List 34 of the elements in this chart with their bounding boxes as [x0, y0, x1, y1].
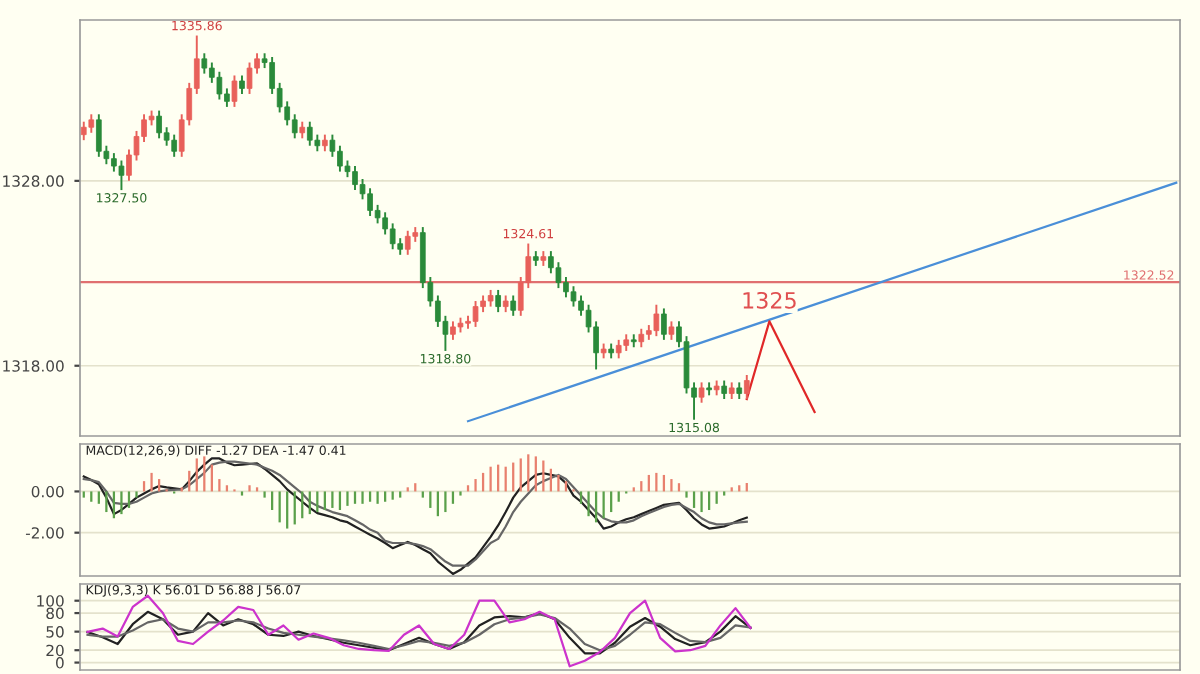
- candlestick: [743, 374, 750, 400]
- candlestick: [510, 294, 517, 317]
- candlestick: [495, 288, 501, 314]
- candlestick: [352, 165, 358, 192]
- candlestick: [246, 61, 253, 95]
- candlestick: [698, 381, 705, 404]
- candlestick: [404, 229, 411, 256]
- line-series: [86, 594, 752, 668]
- candlestick: [118, 159, 125, 192]
- candlestick: [638, 327, 645, 349]
- candlestick: [653, 303, 660, 338]
- candlestick: [382, 211, 388, 236]
- candlestick: [80, 120, 87, 142]
- candlestick: [450, 320, 456, 341]
- candlestick: [239, 74, 245, 95]
- candlestick: [337, 144, 343, 173]
- candlestick: [615, 338, 622, 360]
- candlestick: [171, 133, 178, 158]
- candlestick: [661, 307, 667, 341]
- candlestick: [570, 285, 577, 308]
- candlestick: [231, 74, 238, 108]
- candlestick: [216, 70, 223, 101]
- candlestick: [668, 320, 675, 341]
- candlestick: [367, 187, 373, 217]
- candlestick: [291, 113, 298, 140]
- candlestick: [88, 113, 95, 134]
- candlestick: [156, 109, 162, 140]
- candlestick: [389, 222, 396, 251]
- candlestick: [472, 300, 479, 328]
- candlestick: [201, 52, 208, 75]
- candlestick: [306, 120, 313, 147]
- annotation: 1325: [743, 291, 796, 309]
- candlestick: [96, 113, 102, 158]
- candlestick: [721, 379, 728, 400]
